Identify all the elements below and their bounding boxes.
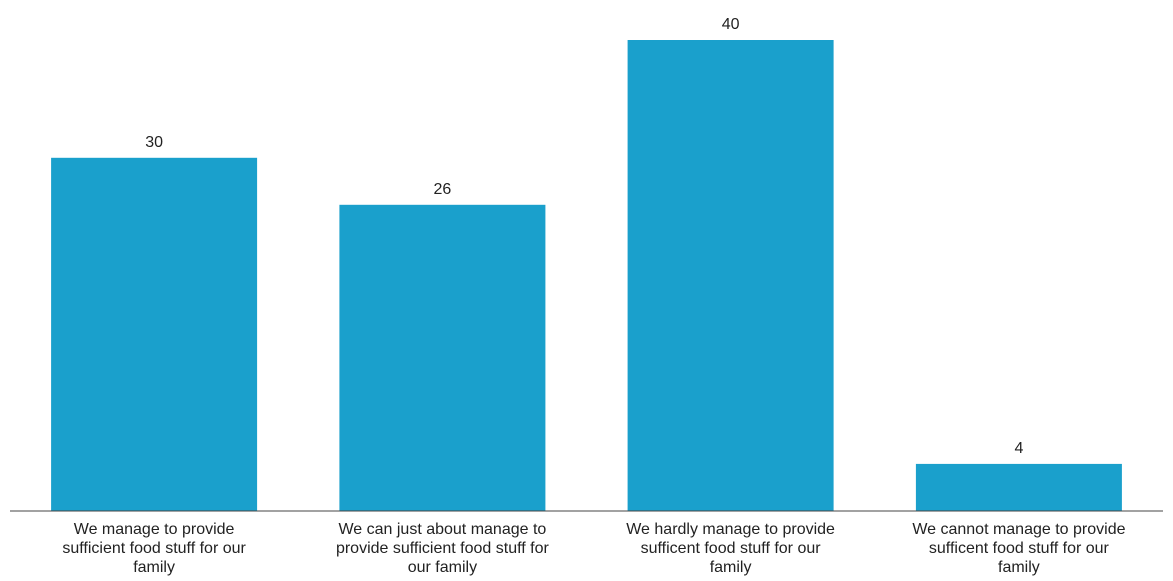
x-tick-label-2: We can just about manage to provide suffi… [336, 521, 550, 576]
x-tick-label-3: We hardly manage to provide sufficent foo… [626, 521, 835, 576]
x-tick-labels-layer: We manage to provide sufficient food stuf… [62, 521, 1125, 576]
x-tick-label-line: sufficent food stuff for our [641, 540, 822, 557]
x-tick-label-line: We hardly manage to provide [626, 521, 835, 538]
data-label-3: 40 [722, 16, 740, 33]
data-label-4: 4 [1014, 440, 1023, 457]
bar-2 [339, 204, 546, 512]
bar-1 [51, 157, 258, 512]
x-tick-label-line: our family [408, 559, 477, 576]
data-label-2: 26 [434, 181, 452, 198]
x-tick-label-line: family [133, 559, 175, 576]
x-tick-label-1: We manage to provide sufficient food stuf… [62, 521, 246, 576]
x-tick-label-line: family [998, 559, 1040, 576]
data-labels-layer: 30 26 40 4 [145, 16, 1023, 457]
x-tick-label-line: provide sufficient food stuff for [336, 540, 550, 557]
x-tick-label-4: We cannot manage to provide sufficent foo… [912, 521, 1125, 576]
x-tick-label-line: We manage to provide [74, 521, 235, 538]
x-tick-label-line: sufficent food stuff for our [929, 540, 1110, 557]
bars-layer [51, 40, 1122, 512]
x-tick-label-line: sufficient food stuff for our [62, 540, 246, 557]
data-label-1: 30 [145, 134, 163, 151]
x-tick-label-line: We can just about manage to [338, 521, 546, 538]
x-tick-label-line: We cannot manage to provide [912, 521, 1125, 538]
x-tick-label-line: family [710, 559, 752, 576]
bar-3 [627, 40, 834, 511]
bar-4 [915, 463, 1122, 511]
